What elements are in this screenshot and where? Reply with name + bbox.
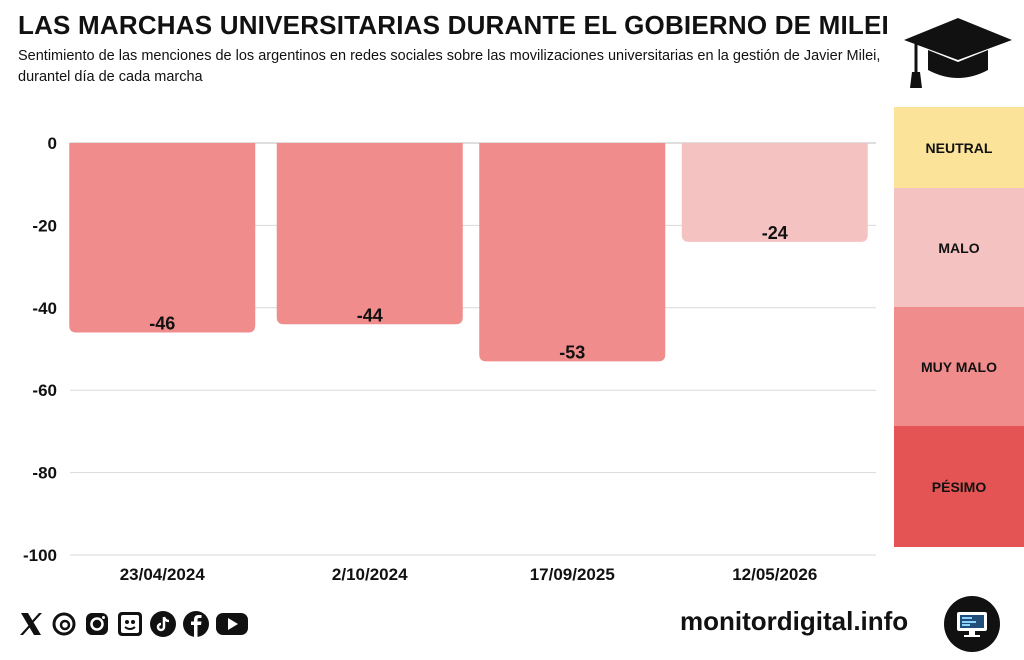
chart-subtitle: Sentimiento de las menciones de los arge… xyxy=(18,48,881,85)
scale-item: NEUTRAL xyxy=(894,107,1024,188)
y-tick-label: -100 xyxy=(23,546,57,565)
substack-icon[interactable] xyxy=(115,609,145,639)
youtube-icon[interactable] xyxy=(214,609,250,639)
facebook-icon[interactable] xyxy=(181,609,211,639)
chart-title: LAS MARCHAS UNIVERSITARIAS DURANTE EL GO… xyxy=(18,10,889,40)
site-name[interactable]: monitordigital.info xyxy=(680,606,909,636)
y-tick-label: -20 xyxy=(32,216,57,235)
data-label: -46 xyxy=(149,314,175,334)
y-tick-label: 0 xyxy=(48,134,57,153)
scale-item: PÉSIMO xyxy=(894,426,1024,547)
bar xyxy=(276,143,463,325)
y-tick-label: -80 xyxy=(32,464,57,483)
sentiment-scale-legend: NEUTRAL MALO MUY MALO PÉSIMO xyxy=(894,107,1024,547)
x-tick-label: 2/10/2024 xyxy=(332,565,408,584)
data-labels: -46 -44 -53 -24 xyxy=(149,223,788,362)
x-tick-label: 12/05/2026 xyxy=(732,565,817,584)
monitor-icon xyxy=(944,596,1000,652)
x-tick-label: 17/09/2025 xyxy=(530,565,615,584)
x-icon[interactable] xyxy=(16,609,46,639)
threads-icon[interactable] xyxy=(49,609,79,639)
bar xyxy=(479,143,666,362)
graduation-cap-icon xyxy=(904,18,1012,88)
y-axis-ticks: 0 -20 -40 -60 -80 -100 xyxy=(23,134,57,565)
scale-item: MUY MALO xyxy=(894,307,1024,426)
bar xyxy=(69,143,256,333)
x-tick-label: 23/04/2024 xyxy=(120,565,206,584)
data-label: -53 xyxy=(559,342,585,362)
x-axis-ticks: 23/04/2024 2/10/2024 17/09/2025 12/05/2026 xyxy=(120,565,818,584)
bar xyxy=(681,143,868,242)
data-label: -44 xyxy=(357,305,383,325)
data-label: -24 xyxy=(762,223,788,243)
scale-item: MALO xyxy=(894,188,1024,307)
bars xyxy=(69,143,868,362)
social-icons xyxy=(16,608,250,640)
tiktok-icon[interactable] xyxy=(148,609,178,639)
y-tick-label: -60 xyxy=(32,381,57,400)
y-tick-label: -40 xyxy=(32,299,57,318)
instagram-icon[interactable] xyxy=(82,609,112,639)
